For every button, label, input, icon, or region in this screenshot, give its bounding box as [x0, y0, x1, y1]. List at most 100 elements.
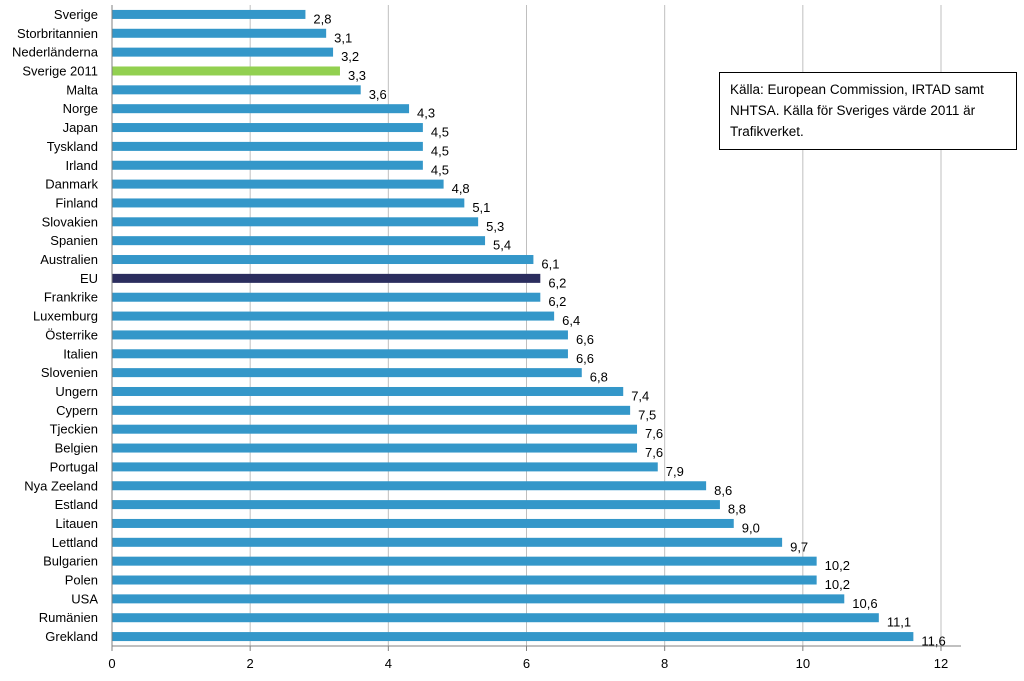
value-label-slovakien: 5,3	[486, 219, 504, 234]
category-label-tyskland: Tyskland	[47, 139, 98, 154]
value-label-polen: 10,2	[825, 577, 850, 592]
bar-cypern	[112, 405, 631, 415]
category-label-sverige: Sverige	[54, 7, 98, 22]
bar-polen	[112, 575, 817, 585]
category-label-bulgarien: Bulgarien	[43, 554, 98, 569]
category-label-finland: Finland	[55, 195, 98, 210]
x-axis: 0 2 4 6 8 10 12	[108, 5, 961, 671]
bar-bulgarien	[112, 556, 817, 566]
value-label-slovenien: 6,8	[590, 370, 608, 385]
bars	[112, 9, 914, 642]
value-label-bulgarien: 10,2	[825, 558, 850, 573]
x-tick-label-12: 12	[934, 656, 948, 671]
category-label-lettland: Lettland	[52, 535, 98, 550]
category-label-belgien: Belgien	[55, 441, 98, 456]
category-label-japan: Japan	[63, 120, 98, 135]
bar-norge	[112, 104, 410, 114]
bar-japan	[112, 123, 423, 133]
value-labels: 2,83,13,23,33,64,34,54,54,54,85,15,35,46…	[313, 11, 945, 648]
value-label-spanien: 5,4	[493, 238, 511, 253]
bar-rumanien	[112, 613, 879, 623]
value-label-japan: 4,5	[431, 125, 449, 140]
value-label-finland: 5,1	[472, 200, 490, 215]
value-label-portugal: 7,9	[666, 464, 684, 479]
category-label-cypern: Cypern	[56, 403, 98, 418]
category-label-frankrike: Frankrike	[44, 290, 98, 305]
category-label-usa: USA	[71, 591, 98, 606]
bar-frankrike	[112, 292, 541, 302]
category-label-nya-zeeland: Nya Zeeland	[24, 478, 98, 493]
category-label-slovenien: Slovenien	[41, 365, 98, 380]
bar-lettland	[112, 537, 783, 547]
category-label-litauen: Litauen	[55, 516, 98, 531]
value-label-irland: 4,5	[431, 162, 449, 177]
bar-sverige-2011	[112, 66, 340, 76]
value-label-italien: 6,6	[576, 351, 594, 366]
bar-slovakien	[112, 217, 479, 227]
value-label-sverige: 2,8	[313, 11, 331, 26]
category-label-portugal: Portugal	[50, 459, 99, 474]
x-tick-label-10: 10	[796, 656, 810, 671]
value-label-estland: 8,8	[728, 502, 746, 517]
category-label-polen: Polen	[65, 573, 98, 588]
category-label-australien: Australien	[40, 252, 98, 267]
bar-ungern	[112, 386, 624, 396]
category-label-malta: Malta	[66, 82, 99, 97]
value-label-luxemburg: 6,4	[562, 313, 580, 328]
category-label-danmark: Danmark	[45, 177, 98, 192]
value-label-nya-zeeland: 8,6	[714, 483, 732, 498]
value-label-ungern: 7,4	[631, 388, 649, 403]
x-tick-label-8: 8	[661, 656, 668, 671]
value-label-grekland: 11,6	[921, 634, 945, 649]
source-annotation: Källa: European Commission, IRTAD samt N…	[719, 72, 1017, 150]
bar-nederlanderna	[112, 47, 334, 57]
bar-osterrike	[112, 330, 568, 340]
bar-nya-zeeland	[112, 481, 707, 491]
bar-tjeckien	[112, 424, 638, 434]
category-label-eu: EU	[80, 271, 98, 286]
value-label-litauen: 9,0	[742, 520, 760, 535]
value-label-australien: 6,1	[541, 257, 559, 272]
category-label-nederlanderna: Nederländerna	[12, 45, 99, 60]
value-label-belgien: 7,6	[645, 445, 663, 460]
bar-sverige	[112, 9, 306, 19]
bar-irland	[112, 160, 423, 170]
value-label-sverige-2011: 3,3	[348, 68, 366, 83]
value-label-norge: 4,3	[417, 106, 435, 121]
category-label-irland: Irland	[65, 158, 98, 173]
category-label-grekland: Grekland	[45, 629, 98, 644]
category-label-italien: Italien	[63, 346, 98, 361]
category-label-luxemburg: Luxemburg	[33, 309, 98, 324]
category-label-rumanien: Rumänien	[39, 610, 98, 625]
bar-portugal	[112, 462, 658, 472]
x-tick-label-0: 0	[108, 656, 115, 671]
category-label-sverige-2011: Sverige 2011	[22, 63, 98, 78]
value-label-lettland: 9,7	[790, 539, 808, 554]
bar-spanien	[112, 236, 486, 246]
category-label-osterrike: Österrike	[45, 327, 98, 342]
value-label-storbritannien: 3,1	[334, 30, 352, 45]
bar-belgien	[112, 443, 638, 453]
category-label-spanien: Spanien	[50, 233, 98, 248]
value-label-malta: 3,6	[369, 87, 387, 102]
x-tick-label-6: 6	[523, 656, 530, 671]
value-label-tjeckien: 7,6	[645, 426, 663, 441]
category-label-tjeckien: Tjeckien	[50, 422, 98, 437]
bar-malta	[112, 85, 361, 95]
bar-danmark	[112, 179, 444, 189]
value-label-osterrike: 6,6	[576, 332, 594, 347]
value-label-usa: 10,6	[852, 596, 877, 611]
value-label-danmark: 4,8	[452, 181, 470, 196]
category-labels: Sverige Storbritannien Nederländerna Sverig…	[12, 7, 99, 644]
value-label-eu: 6,2	[548, 275, 566, 290]
bar-grekland	[112, 632, 914, 642]
bar-finland	[112, 198, 465, 208]
bar-eu	[112, 273, 541, 283]
value-label-rumanien: 11,1	[887, 615, 911, 630]
category-label-slovakien: Slovakien	[42, 214, 98, 229]
bar-luxemburg	[112, 311, 555, 321]
x-tick-label-4: 4	[385, 656, 392, 671]
bar-storbritannien	[112, 28, 327, 38]
value-label-tyskland: 4,5	[431, 143, 449, 158]
x-tick-label-2: 2	[247, 656, 254, 671]
